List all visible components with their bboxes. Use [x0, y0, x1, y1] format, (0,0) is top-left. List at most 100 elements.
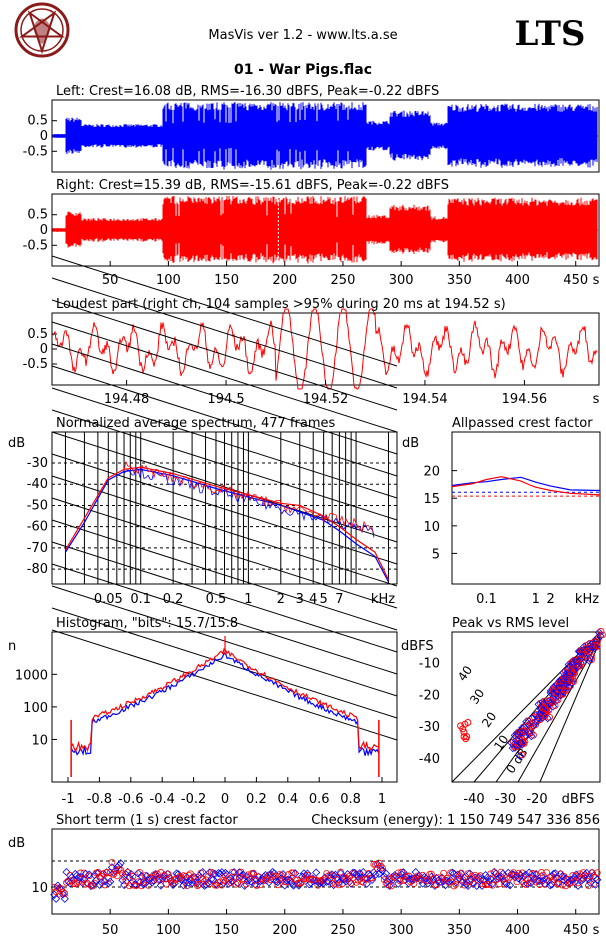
shortterm-point-left: [528, 871, 537, 880]
peakrms-point-right: [569, 669, 577, 676]
shortterm-point-right: [57, 885, 65, 893]
shortterm-point-right: [290, 869, 297, 877]
shortterm-point-left: [116, 859, 125, 868]
shortterm-point-right: [85, 872, 93, 880]
shortterm-point-left: [521, 870, 530, 879]
spectrum-diagonal: [51, 519, 398, 631]
checksum-text: Checksum (energy): 1 150 749 547 336 856: [311, 813, 600, 828]
peakrms-point-right: [527, 729, 535, 737]
histogram-xtick-label: -0.4: [150, 792, 175, 807]
shortterm-point-left: [207, 874, 216, 884]
shortterm-point-left: [219, 878, 228, 887]
histogram-xtick-label: -0.2: [181, 792, 206, 807]
peakrms-point-right: [567, 677, 575, 685]
right-panel-title: Right: Crest=15.39 dB, RMS=-15.61 dBFS, …: [56, 178, 449, 193]
shortterm-point-left: [120, 880, 129, 890]
shortterm-point-left: [593, 875, 602, 884]
shortterm-point-right: [555, 880, 563, 888]
spectrum-ytick: -30: [27, 456, 48, 471]
peakrms-point-right: [464, 719, 472, 727]
shortterm-point-right: [169, 879, 177, 887]
shortterm-point-right: [108, 859, 116, 866]
shortterm-point-right: [59, 888, 67, 896]
shortterm-point-right: [208, 868, 215, 876]
histogram-xtick-label: 0.6: [309, 792, 330, 807]
pentagram-logo: [14, 2, 70, 58]
shortterm-point-left: [484, 877, 494, 886]
peakrms-point-right: [560, 687, 568, 694]
loudest-xtick-label: 194.56: [502, 392, 548, 407]
shortterm-xtick-label: 450: [563, 923, 588, 938]
shortterm-point-left: [78, 878, 87, 887]
allpass-xtick-label: 0.1: [476, 592, 497, 607]
allpass-ytick: 10: [423, 520, 440, 535]
shortterm-point-left: [336, 869, 345, 878]
shortterm-point-left: [381, 869, 391, 878]
left-ytick: -0.5: [23, 144, 48, 159]
shortterm-point-left: [547, 880, 556, 889]
shortterm-point-left: [163, 870, 172, 879]
peakrms-point-right: [524, 717, 532, 725]
spectrum-ytick: -40: [27, 477, 48, 492]
shortterm-point-left: [95, 880, 104, 890]
shortterm-point-right: [462, 878, 470, 886]
spectrum-diagonal: [51, 255, 398, 367]
shortterm-point-left: [533, 876, 543, 886]
shortterm-point-left: [217, 868, 227, 877]
shortterm-point-right: [73, 879, 81, 887]
shortterm-point-left: [317, 878, 326, 887]
spectrum-diagonal: [51, 409, 398, 521]
right-xtick-label: 450: [563, 273, 588, 288]
allpass-ytick: 20: [423, 465, 440, 480]
spectrum-xtick-label: 1: [244, 592, 252, 607]
shortterm-point-left: [353, 872, 363, 881]
shortterm-point-right: [209, 869, 217, 877]
right-xtick-label: 250: [331, 273, 356, 288]
shortterm-point-left: [156, 881, 165, 890]
histogram-xtick-label: 0: [221, 792, 229, 807]
histogram-ytick: 10: [31, 733, 48, 748]
peakrms-point-right: [559, 690, 567, 698]
peakrms-point-right: [531, 713, 538, 721]
peakrms-xtick-label: -20: [526, 792, 547, 807]
shortterm-point-left: [65, 879, 75, 888]
allpass-frame: [451, 431, 601, 585]
shortterm-point-left: [85, 870, 94, 879]
peakrms-panel-title: Peak vs RMS level: [452, 616, 569, 631]
shortterm-point-left: [154, 874, 164, 884]
right-xtick-label: 300: [389, 273, 414, 288]
shortterm-point-left: [58, 890, 68, 899]
histogram-xtick-label: -0.8: [87, 792, 112, 807]
left-ytick: 0.5: [27, 114, 48, 129]
shortterm-point-right: [447, 869, 455, 877]
shortterm-point-left: [291, 869, 300, 878]
shortterm-point-right: [518, 869, 526, 877]
spectrum-ytick: -60: [27, 520, 48, 535]
loudest-ytick: 0: [40, 342, 48, 357]
peakrms-point-right: [575, 660, 583, 668]
spectrum-diagonal: [51, 629, 398, 741]
shortterm-frame: [51, 828, 600, 915]
shortterm-point-left: [134, 869, 143, 878]
shortterm-point-left: [352, 870, 361, 879]
allpass-line-right: [451, 476, 601, 496]
shortterm-point-left: [278, 870, 288, 879]
shortterm-point-right: [551, 874, 559, 881]
shortterm-panel-title: Short term (1 s) crest factor: [56, 813, 238, 828]
peakrms-point-right: [522, 723, 530, 731]
histogram-panel-title: Histogram, "bits": 15.7/15.8: [56, 616, 238, 631]
shortterm-point-left: [418, 879, 427, 888]
spectrum-diagonal: [51, 541, 398, 653]
shortterm-point-left: [324, 877, 333, 886]
shortterm-point-right: [398, 868, 406, 876]
shortterm-point-right: [54, 884, 62, 892]
peakrms-diagonal-label: 20: [479, 709, 499, 730]
shortterm-point-left: [160, 871, 169, 880]
shortterm-point-left: [556, 869, 565, 879]
shortterm-point-left: [463, 881, 473, 890]
shortterm-point-left: [450, 869, 459, 878]
peakrms-xunit: dBFS: [562, 792, 595, 807]
peakrms-ytick: -40: [419, 752, 440, 767]
shortterm-point-left: [546, 881, 555, 890]
shortterm-point-left: [271, 877, 281, 886]
